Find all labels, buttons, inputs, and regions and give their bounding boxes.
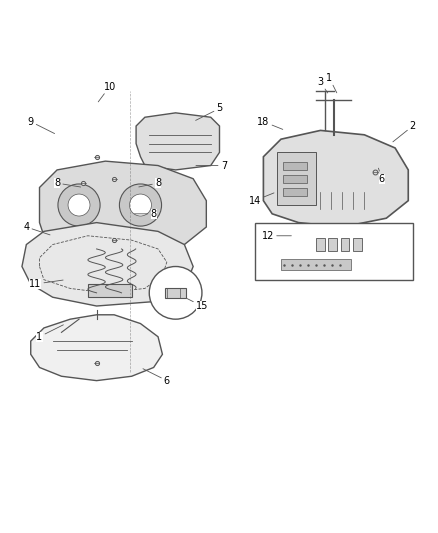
Text: 6: 6 <box>378 168 384 184</box>
Circle shape <box>68 194 90 216</box>
Text: 8: 8 <box>134 209 156 219</box>
PathPatch shape <box>31 315 162 381</box>
Text: 7: 7 <box>195 160 226 171</box>
Text: 8: 8 <box>138 178 161 188</box>
Text: 15: 15 <box>187 298 208 311</box>
Circle shape <box>58 184 100 226</box>
Text: 3: 3 <box>317 77 327 93</box>
Bar <box>352 238 361 251</box>
PathPatch shape <box>263 131 407 227</box>
Bar <box>283 188 307 196</box>
Text: 14: 14 <box>248 193 273 206</box>
Circle shape <box>119 184 161 226</box>
Text: 1: 1 <box>325 72 336 93</box>
Text: 2: 2 <box>392 121 415 142</box>
Bar <box>340 238 349 251</box>
Text: 5: 5 <box>195 103 222 120</box>
Bar <box>315 238 324 251</box>
Text: 4: 4 <box>23 222 50 235</box>
PathPatch shape <box>22 223 193 306</box>
Bar <box>164 288 185 298</box>
Text: 8: 8 <box>54 178 81 188</box>
Text: 18: 18 <box>257 117 282 130</box>
PathPatch shape <box>136 113 219 170</box>
PathPatch shape <box>276 152 315 205</box>
Text: 12: 12 <box>261 231 291 241</box>
Text: 10: 10 <box>98 82 116 102</box>
Circle shape <box>149 266 201 319</box>
Bar <box>283 162 307 170</box>
Bar <box>254 223 412 280</box>
Text: 11: 11 <box>29 279 63 289</box>
Circle shape <box>129 194 151 216</box>
Text: 9: 9 <box>28 117 54 134</box>
Bar <box>328 238 336 251</box>
Bar <box>280 259 350 270</box>
Bar <box>283 175 307 183</box>
Text: 6: 6 <box>143 369 170 386</box>
Text: 1: 1 <box>36 325 63 342</box>
Bar <box>88 284 131 297</box>
PathPatch shape <box>39 161 206 253</box>
